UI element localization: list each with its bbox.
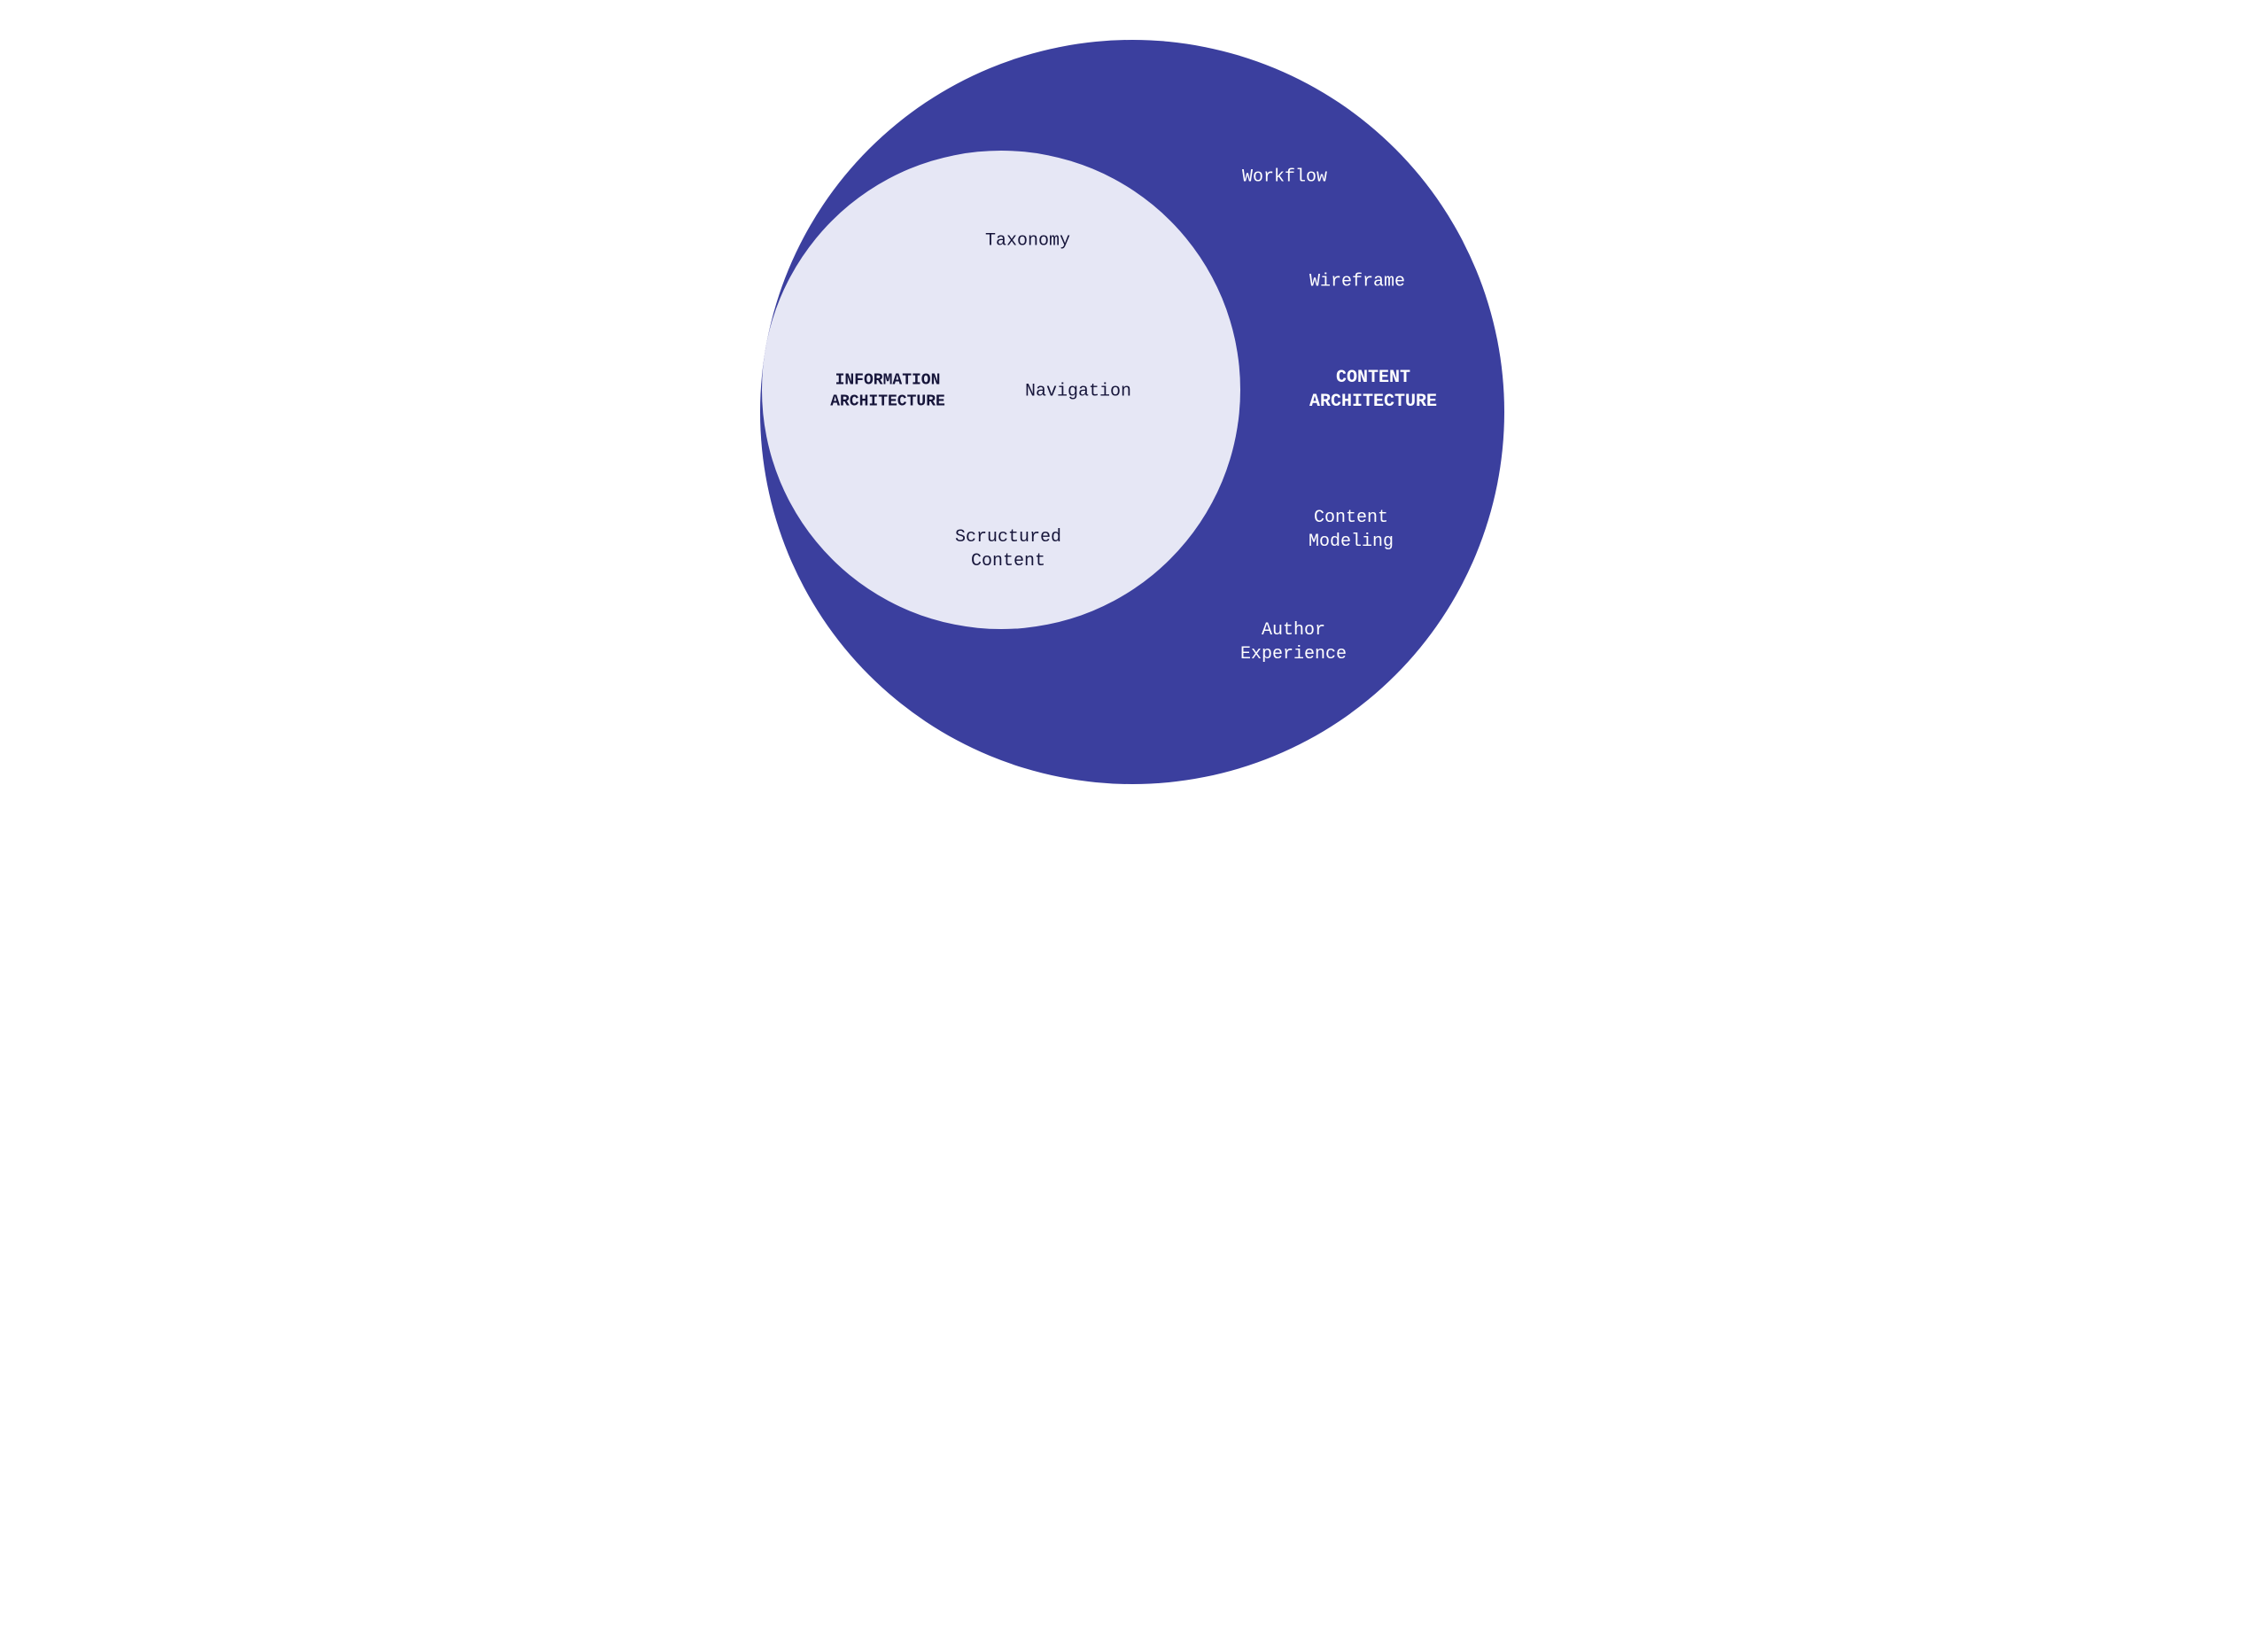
diagram-canvas: CONTENT ARCHITECTURE INFORMATION ARCHITE… — [567, 0, 1701, 824]
outer-item-workflow: Workflow — [1242, 166, 1327, 190]
content-architecture-title: CONTENT ARCHITECTURE — [1309, 366, 1437, 414]
inner-item-taxonomy: Taxonomy — [985, 229, 1070, 253]
outer-item-wireframe: Wireframe — [1309, 270, 1405, 294]
outer-item-content-modeling: Content Modeling — [1309, 506, 1394, 554]
outer-item-author-experience: Author Experience — [1240, 618, 1347, 666]
inner-item-structured-content: Scructured Content — [955, 525, 1061, 573]
information-architecture-title: INFORMATION ARCHITECTURE — [830, 370, 945, 414]
inner-item-navigation: Navigation — [1025, 380, 1131, 404]
